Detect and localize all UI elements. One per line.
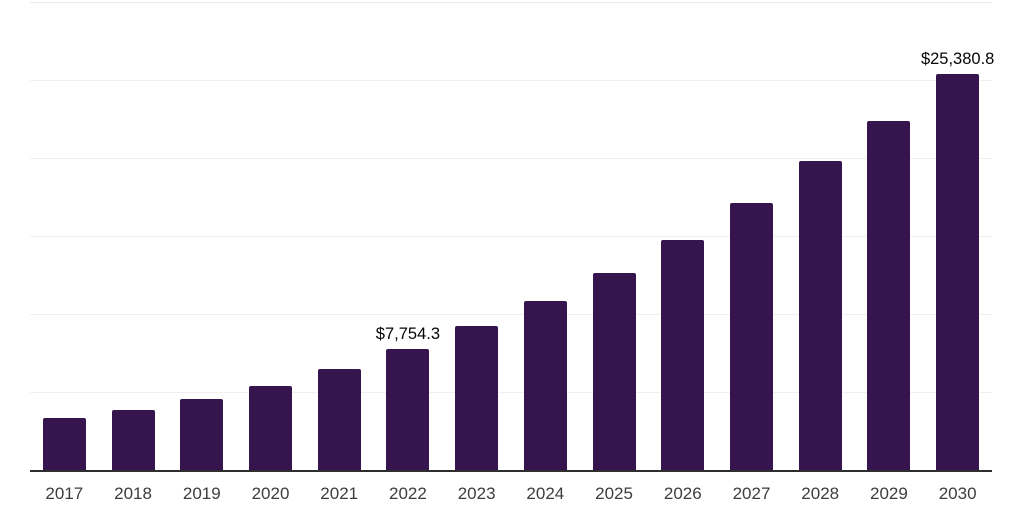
bar-2025 — [592, 272, 636, 470]
x-tick-label-2022: 2022 — [389, 484, 427, 503]
x-tick-label-2021: 2021 — [320, 484, 359, 503]
gridline — [30, 2, 992, 3]
bar-2030 — [936, 74, 980, 470]
x-tick-label-2029: 2029 — [870, 484, 908, 503]
gridline — [30, 80, 992, 81]
bar-2024 — [523, 301, 567, 470]
bar-2023 — [455, 325, 499, 470]
bar-2028 — [798, 161, 842, 470]
gridline — [30, 314, 992, 315]
x-tick-label-2017: 2017 — [45, 484, 84, 503]
gridline — [30, 236, 992, 237]
bar-2027 — [730, 203, 773, 470]
bar-2017 — [42, 417, 86, 470]
bar-2019 — [180, 399, 224, 470]
x-axis-line — [30, 470, 992, 472]
x-tick-label-2025: 2025 — [595, 484, 633, 503]
bar-2018 — [111, 409, 155, 470]
x-tick-label-2020: 2020 — [251, 484, 290, 503]
x-tick-label-2023: 2023 — [457, 484, 496, 503]
x-tick-label-2026: 2026 — [663, 484, 702, 503]
x-tick-label-2028: 2028 — [801, 484, 840, 503]
x-tick-label-2030: 2030 — [938, 484, 977, 503]
bar-2022 — [386, 349, 430, 470]
gridline — [30, 392, 992, 393]
bar-2021 — [317, 369, 361, 470]
bar-2026 — [661, 239, 705, 470]
data-label-2022: $7,754.3 — [375, 325, 441, 344]
bar-2029 — [867, 121, 911, 470]
x-tick-label-2018: 2018 — [114, 484, 152, 503]
x-tick-label-2027: 2027 — [732, 484, 771, 503]
data-label-2030: $25,380.8 — [920, 50, 995, 69]
x-tick-label-2024: 2024 — [526, 484, 565, 503]
x-tick-label-2019: 2019 — [182, 484, 221, 503]
bar-2020 — [249, 386, 292, 470]
gridline — [30, 158, 992, 159]
